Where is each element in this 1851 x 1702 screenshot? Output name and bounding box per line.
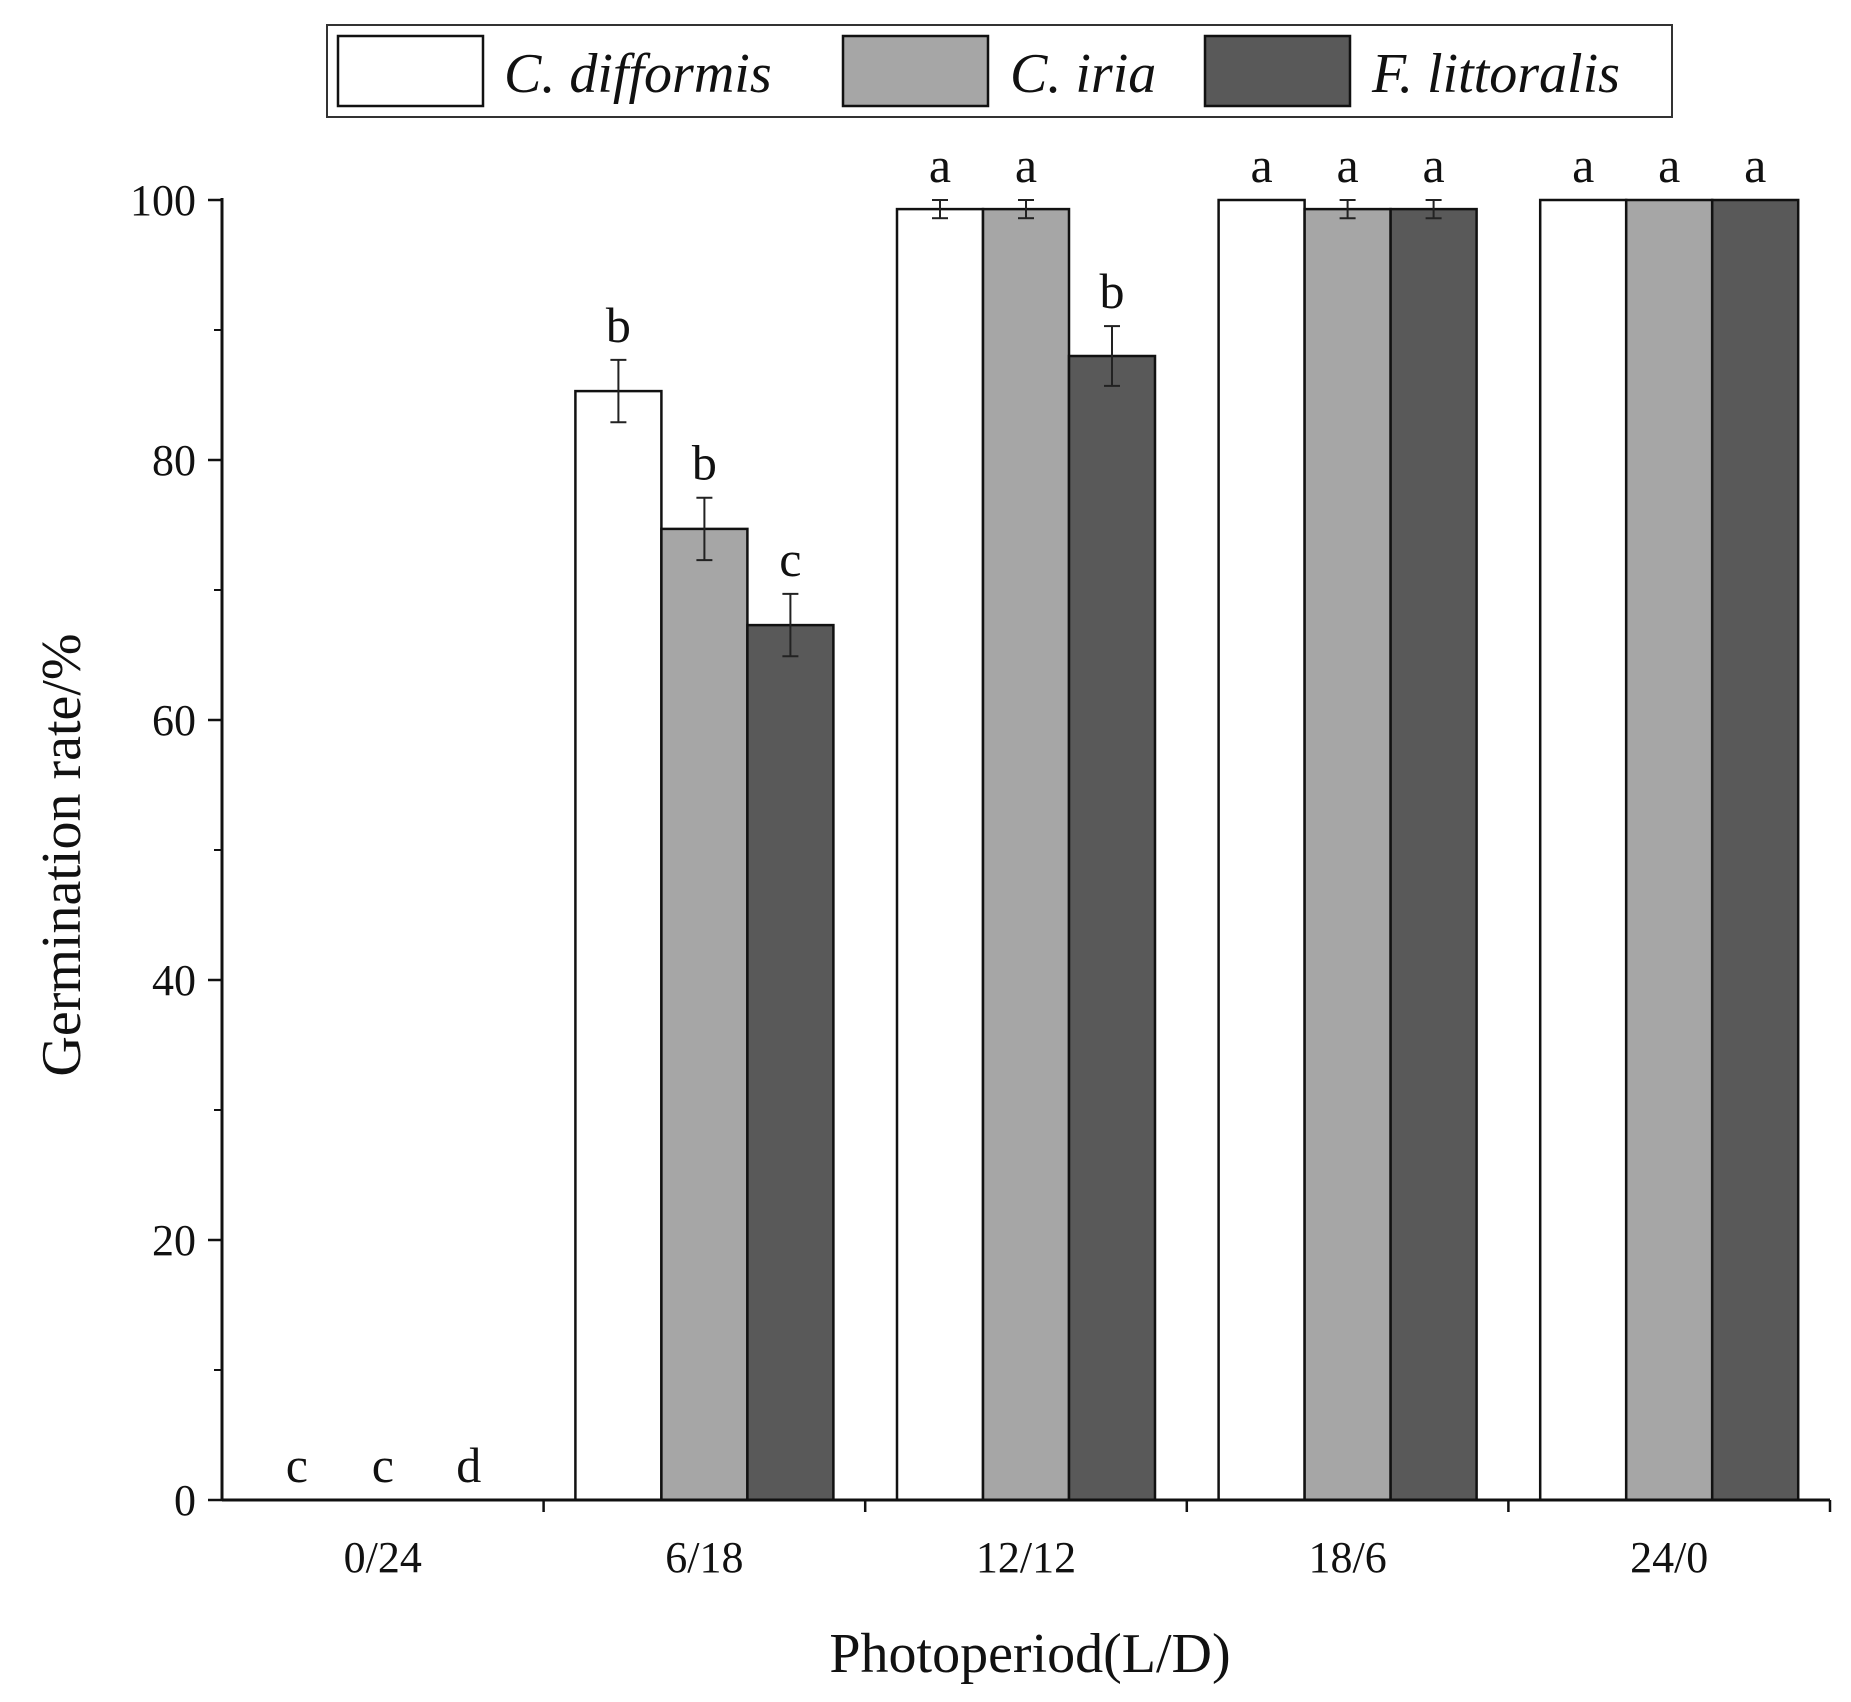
significance-label-c-iria-12-12: a	[1015, 137, 1037, 193]
x-tick-label-0-24: 0/24	[344, 1533, 422, 1582]
x-tick-label-18-6: 18/6	[1308, 1533, 1386, 1582]
significance-label-c-difformis-0-24: c	[286, 1437, 308, 1493]
legend-label-c-iria: C. iria	[1010, 43, 1156, 105]
significance-label-c-iria-6-18: b	[692, 435, 717, 491]
bar-f-littoralis-18-6	[1389, 207, 1478, 1502]
x-tick-label-6-18: 6/18	[665, 1533, 743, 1582]
y-tick-label-60: 60	[152, 696, 196, 745]
bar-c-iria-12-12	[981, 207, 1071, 1502]
legend-label-f-littoralis: F. littoralis	[1371, 43, 1620, 105]
legend-swatch-f-littoralis	[1203, 34, 1352, 108]
x-tick-label-24-0: 24/0	[1630, 1533, 1708, 1582]
y-axis-title: Germination rate/%	[31, 633, 93, 1076]
significance-label-c-iria-0-24: c	[372, 1437, 394, 1493]
significance-label-c-iria-24-0: a	[1658, 137, 1680, 193]
significance-label-f-littoralis-0-24: d	[456, 1437, 481, 1493]
y-tick-label-0: 0	[174, 1476, 196, 1525]
bar-c-iria-24-0	[1624, 198, 1714, 1502]
legend-swatch-c-iria	[841, 34, 990, 108]
bar-c-difformis-6-18	[574, 389, 663, 1502]
bar-f-littoralis-24-0	[1710, 198, 1800, 1502]
y-tick-label-40: 40	[152, 956, 196, 1005]
bar-f-littoralis-6-18	[746, 623, 835, 1502]
significance-label-c-difformis-12-12: a	[929, 137, 951, 193]
legend-frame	[326, 24, 1673, 118]
y-tick-label-20: 20	[152, 1216, 196, 1265]
significance-label-f-littoralis-12-12: b	[1100, 263, 1125, 319]
y-tick-label-100: 100	[130, 176, 196, 225]
x-tick-label-12-12: 12/12	[976, 1533, 1076, 1582]
significance-label-c-difformis-6-18: b	[606, 297, 631, 353]
bar-c-difformis-12-12	[895, 207, 985, 1502]
bar-f-littoralis-12-12	[1067, 354, 1157, 1502]
bar-c-iria-6-18	[660, 527, 749, 1502]
significance-label-f-littoralis-6-18: c	[779, 531, 801, 587]
bar-c-difformis-18-6	[1217, 198, 1306, 1502]
plot-area: c b a a a c b a a a d c b a a 0 20 40 60 80 100 0/24 6/18 12/12…	[130, 137, 1832, 1582]
significance-label-f-littoralis-18-6: a	[1422, 137, 1444, 193]
x-axis-title: Photoperiod(L/D)	[829, 1623, 1230, 1685]
significance-label-c-difformis-18-6: a	[1250, 137, 1272, 193]
legend: C. difformis C. iria F. littoralis	[326, 24, 1673, 118]
legend-label-c-difformis: C. difformis	[504, 43, 772, 105]
y-tick-label-80: 80	[152, 436, 196, 485]
significance-label-f-littoralis-24-0: a	[1744, 137, 1766, 193]
significance-label-c-difformis-24-0: a	[1572, 137, 1594, 193]
significance-label-c-iria-18-6: a	[1336, 137, 1358, 193]
bar-c-iria-18-6	[1303, 207, 1392, 1502]
bar-c-difformis-24-0	[1538, 198, 1628, 1502]
legend-swatch-c-difformis	[336, 34, 485, 108]
